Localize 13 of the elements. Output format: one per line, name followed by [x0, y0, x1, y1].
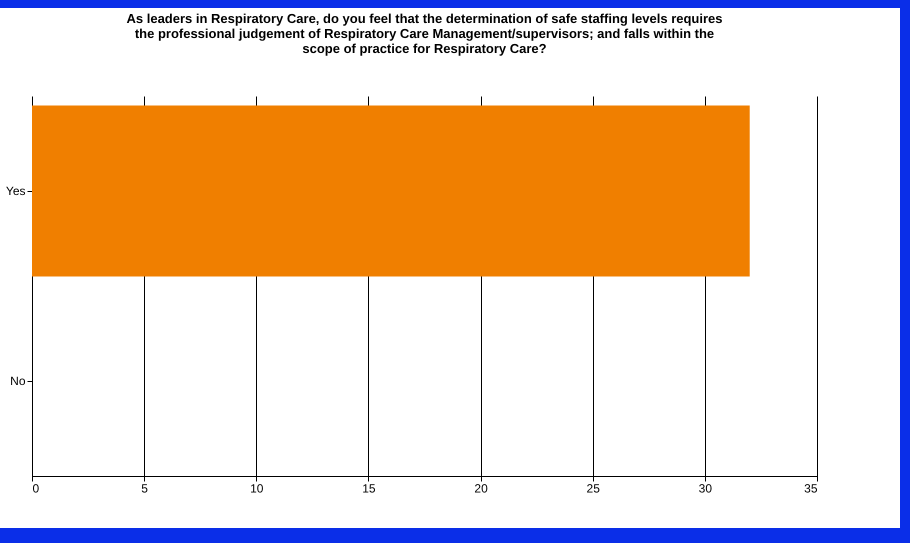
x-tick-label: 20: [474, 482, 488, 496]
text: scope of practice for Respiratory Care?: [302, 41, 547, 56]
x-tick-label: 30: [698, 482, 712, 496]
x-tick-label: 0: [32, 482, 40, 496]
text: the professional judgement of Respiratory Care Management/supervisors; and falls within the: [134, 26, 714, 41]
x-tick-label: 10: [250, 482, 264, 496]
y-tick-label: No: [10, 374, 26, 388]
text: As leaders in Respiratory Care, do you feel that the determination of safe staffing levels requires: [126, 11, 723, 26]
x-tick-label: 35: [804, 482, 818, 496]
x-tick-label: 15: [362, 482, 376, 496]
y-tick-label: Yes: [6, 184, 26, 198]
x-tick-label: 25: [586, 482, 600, 496]
x-tick-label: 5: [141, 482, 148, 496]
